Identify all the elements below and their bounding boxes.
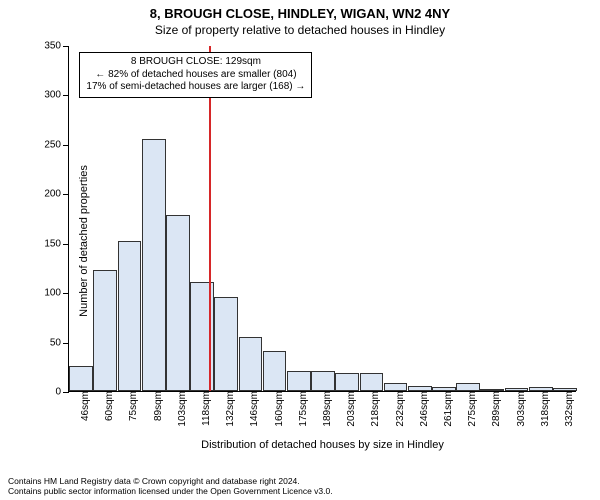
histogram-bar xyxy=(69,366,93,391)
y-tick-label: 0 xyxy=(55,387,69,398)
x-tick-label: 318sqm xyxy=(538,391,551,427)
x-tick-label: 261sqm xyxy=(441,391,454,427)
chart-area: Number of detached properties 8 BROUGH C… xyxy=(38,46,582,436)
x-tick-label: 218sqm xyxy=(368,391,381,427)
x-tick-label: 203sqm xyxy=(344,391,357,427)
histogram-bar xyxy=(360,373,384,391)
annotation-line-1: 8 BROUGH CLOSE: 129sqm xyxy=(86,56,305,69)
histogram-bar xyxy=(335,373,359,391)
y-tick-label: 150 xyxy=(44,238,69,249)
x-tick-label: 103sqm xyxy=(175,391,188,427)
x-tick-label: 60sqm xyxy=(102,391,115,421)
y-tick-label: 100 xyxy=(44,288,69,299)
histogram-bar xyxy=(456,383,480,391)
histogram-bar xyxy=(239,337,263,391)
histogram-bar xyxy=(118,241,142,391)
x-tick-label: 289sqm xyxy=(489,391,502,427)
x-tick-label: 175sqm xyxy=(296,391,309,427)
attribution-footer: Contains HM Land Registry data © Crown c… xyxy=(8,476,333,496)
bars-container xyxy=(69,46,576,391)
annotation-box: 8 BROUGH CLOSE: 129sqm ← 82% of detached… xyxy=(79,52,312,98)
plot-area: 8 BROUGH CLOSE: 129sqm ← 82% of detached… xyxy=(68,46,576,392)
chart-title-block: 8, BROUGH CLOSE, HINDLEY, WIGAN, WN2 4NY… xyxy=(0,0,600,38)
x-tick-label: 275sqm xyxy=(465,391,478,427)
x-tick-label: 46sqm xyxy=(78,391,91,421)
histogram-bar xyxy=(142,139,166,391)
x-tick-label: 118sqm xyxy=(199,391,212,426)
x-tick-label: 189sqm xyxy=(320,391,333,427)
title-line-1: 8, BROUGH CLOSE, HINDLEY, WIGAN, WN2 4NY xyxy=(0,6,600,23)
histogram-bar xyxy=(263,351,287,391)
x-tick-label: 246sqm xyxy=(417,391,430,427)
y-tick-label: 250 xyxy=(44,139,69,150)
histogram-bar xyxy=(311,371,335,391)
x-tick-label: 232sqm xyxy=(393,391,406,427)
x-tick-label: 160sqm xyxy=(272,391,285,427)
x-tick-label: 146sqm xyxy=(247,391,260,427)
footer-line-2: Contains public sector information licen… xyxy=(8,486,333,496)
y-tick-label: 350 xyxy=(44,41,69,52)
x-tick-label: 303sqm xyxy=(514,391,527,427)
y-tick-label: 200 xyxy=(44,189,69,200)
histogram-bar xyxy=(93,270,117,391)
x-tick-label: 332sqm xyxy=(562,391,575,427)
histogram-bar xyxy=(166,215,190,391)
x-tick-label: 89sqm xyxy=(151,391,164,421)
y-tick-label: 50 xyxy=(50,337,69,348)
annotation-line-2: ← 82% of detached houses are smaller (80… xyxy=(86,69,305,82)
histogram-bar xyxy=(384,383,408,391)
footer-line-1: Contains HM Land Registry data © Crown c… xyxy=(8,476,333,486)
x-axis-label: Distribution of detached houses by size … xyxy=(69,439,576,451)
x-tick-label: 132sqm xyxy=(223,391,236,427)
title-line-2: Size of property relative to detached ho… xyxy=(0,23,600,39)
histogram-bar xyxy=(287,371,311,391)
annotation-line-3: 17% of semi-detached houses are larger (… xyxy=(86,81,305,94)
property-marker-line xyxy=(209,46,211,391)
histogram-bar xyxy=(214,297,238,391)
y-tick-label: 300 xyxy=(44,90,69,101)
x-tick-label: 75sqm xyxy=(126,391,139,421)
